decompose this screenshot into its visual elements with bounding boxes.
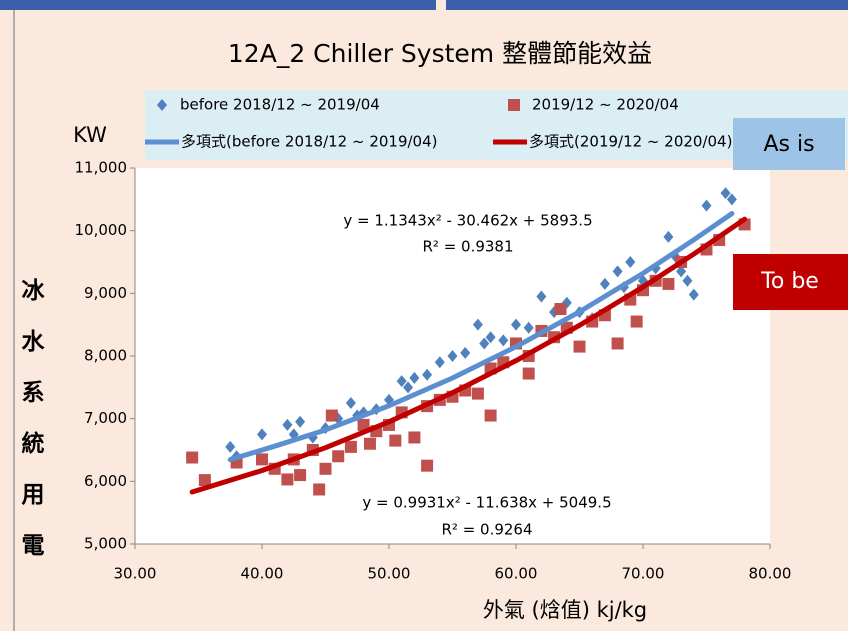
point <box>281 473 294 486</box>
point <box>682 274 693 287</box>
legend-label: 多項式(2019/12 ~ 2020/04) <box>529 133 732 151</box>
y-tick-label: 8,000 <box>84 347 127 365</box>
point <box>662 277 675 290</box>
plot-layer: 5,000 6,000 7,000 8,000 9,000 10,000 11,000 30.… <box>75 96 792 583</box>
legend-marker <box>508 99 520 111</box>
point <box>434 356 445 369</box>
point <box>511 318 521 331</box>
point <box>625 256 636 268</box>
point <box>294 469 307 482</box>
point <box>186 451 199 464</box>
point <box>282 418 293 431</box>
r-squared: R² = 0.9381 <box>422 238 513 256</box>
header-bar <box>0 0 436 10</box>
point <box>726 193 737 206</box>
point <box>460 346 471 359</box>
callout-box <box>733 254 848 310</box>
point <box>325 409 338 422</box>
point <box>198 474 211 487</box>
trendline <box>227 211 735 463</box>
point <box>485 331 496 344</box>
point <box>313 483 326 496</box>
legend-marker <box>157 99 167 111</box>
point <box>498 334 509 347</box>
point <box>599 277 610 290</box>
point <box>688 288 699 301</box>
point <box>536 290 547 303</box>
callout-layer: As is To be <box>733 118 848 310</box>
point <box>345 397 356 409</box>
point <box>676 265 687 278</box>
callout-box <box>733 118 845 170</box>
point <box>663 230 674 243</box>
point <box>720 187 731 200</box>
x-tick-label: 80.00 <box>749 565 792 583</box>
y-tick-label: 9,000 <box>84 284 127 302</box>
y-tick-label: 6,000 <box>84 472 127 490</box>
y-tick-label: 5,000 <box>84 535 127 553</box>
x-tick-label: 60.00 <box>495 565 538 583</box>
point <box>408 431 421 444</box>
callout: As is <box>763 132 814 157</box>
point <box>363 437 376 450</box>
point <box>422 368 433 381</box>
point <box>332 450 345 463</box>
legend-label: 2019/12 ~ 2020/04 <box>532 96 679 114</box>
point <box>612 265 623 278</box>
point <box>403 381 414 394</box>
point <box>479 337 490 350</box>
x-tick-label: 50.00 <box>368 565 411 583</box>
y-tick-label: 10,000 <box>75 221 128 239</box>
legend-label: before 2018/12 ~ 2019/04 <box>180 96 380 114</box>
y-tick-label: 7,000 <box>84 409 127 427</box>
point <box>319 462 332 475</box>
point <box>225 440 236 453</box>
point <box>573 340 586 353</box>
point <box>471 387 484 400</box>
point <box>295 415 306 428</box>
point <box>344 440 357 453</box>
point <box>611 337 624 350</box>
point <box>472 318 483 331</box>
point <box>554 303 567 315</box>
y-tick-label: 11,000 <box>75 159 128 177</box>
point <box>522 367 535 380</box>
trendline <box>189 216 748 495</box>
point <box>630 315 643 328</box>
point <box>389 434 402 447</box>
y-axis-title: 冰水系統用電 <box>17 278 45 584</box>
legend <box>145 90 848 160</box>
header-bar <box>446 0 848 10</box>
r-squared: R² = 0.9264 <box>441 521 532 539</box>
point <box>256 453 268 466</box>
y-unit: KW <box>73 123 107 147</box>
point <box>396 375 407 388</box>
callout: To be <box>760 269 819 294</box>
x-tick-label: 30.00 <box>114 565 157 583</box>
chart-title: 12A_2 Chiller System 整體節能效益 <box>228 39 652 68</box>
x-axis-title: 外氣 (焓值) kj/kg <box>483 598 647 622</box>
point <box>357 418 370 431</box>
point <box>257 428 267 441</box>
equation: y = 1.1343x² - 30.462x + 5893.5 <box>343 212 592 230</box>
point <box>447 350 458 362</box>
point <box>409 371 420 384</box>
x-tick-label: 40.00 <box>241 565 284 583</box>
legend-label: 多項式(before 2018/12 ~ 2019/04) <box>181 133 437 151</box>
point <box>421 459 434 472</box>
point <box>523 321 534 334</box>
equation: y = 0.9931x² - 11.638x + 5049.5 <box>362 494 611 512</box>
point <box>701 199 712 212</box>
x-tick-label: 70.00 <box>622 565 665 583</box>
point <box>484 409 497 422</box>
